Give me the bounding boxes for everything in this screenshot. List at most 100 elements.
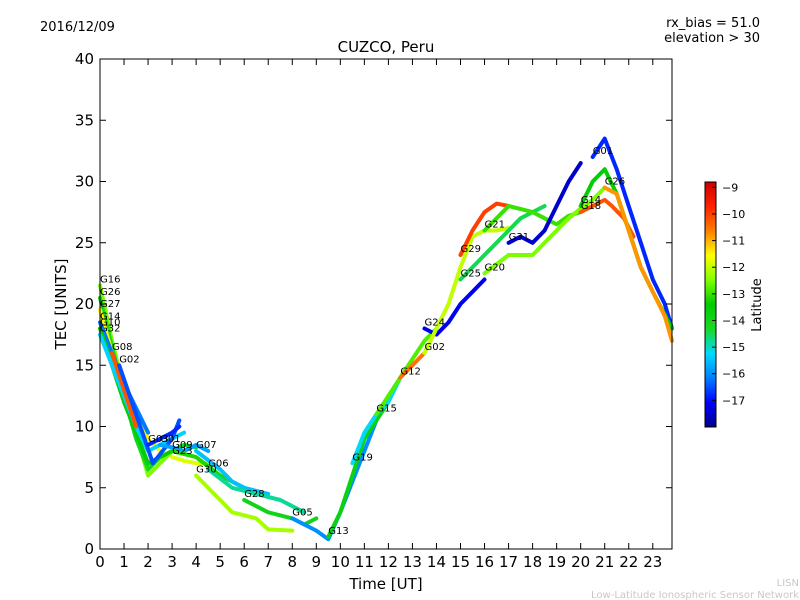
series-label-g24: G24 <box>425 318 445 329</box>
series-label-g09: G09 <box>172 440 192 451</box>
x-tick-label: 11 <box>355 553 374 571</box>
series-label-g31: G31 <box>509 232 529 243</box>
series-label-g13: G13 <box>328 526 348 537</box>
series-label-g10: G10 <box>100 318 120 329</box>
series-line-g01 <box>158 442 211 453</box>
series-label-g20: G20 <box>485 262 505 273</box>
series-label-g15: G15 <box>376 403 396 414</box>
colorbar-tick-label: −14 <box>722 314 745 327</box>
colorbar-tick-label: −12 <box>722 261 745 274</box>
series-line-g20 <box>482 185 607 276</box>
series-label-g02: G02 <box>425 342 445 353</box>
y-tick-label: 10 <box>75 418 94 436</box>
series-label-g28: G28 <box>244 489 264 500</box>
series-label-g14: G14 <box>581 195 601 206</box>
x-tick-label: 12 <box>379 553 398 571</box>
series-label-g01: G01 <box>160 434 180 445</box>
series-label-g06: G06 <box>208 458 228 469</box>
series-label-g12: G12 <box>400 367 420 378</box>
plot-frame <box>99 58 673 550</box>
series-line-g15 <box>374 326 439 417</box>
elevation-label: elevation > 30 <box>664 31 760 46</box>
colorbar-tick-label: −13 <box>722 288 745 301</box>
x-tick-label: 23 <box>643 553 662 571</box>
x-tick-label: 15 <box>451 553 470 571</box>
y-tick-label: 0 <box>84 540 94 558</box>
x-tick-label: 0 <box>95 553 105 571</box>
y-axis-label: TEC [UNITS] <box>52 259 70 351</box>
series-label-g30: G30 <box>196 465 216 476</box>
y-tick-label: 25 <box>75 234 94 252</box>
series-label-g08: G08 <box>112 342 132 353</box>
x-axis-label: Time [UT] <box>348 575 422 593</box>
y-axis: 0 5 10 15 20 25 30 35 40 <box>75 50 672 558</box>
series-line-g08 <box>110 351 139 429</box>
series-label-g05: G05 <box>292 507 312 518</box>
series-label-g19: G19 <box>352 452 372 463</box>
colorbar-tick-label: −16 <box>722 368 745 381</box>
colorbar-label: Latitude <box>750 278 765 332</box>
series-label-g18: G18 <box>581 201 601 212</box>
series-line-g03 <box>146 424 182 447</box>
series-line-g31 <box>506 161 583 245</box>
colorbar-tick-label: −11 <box>722 235 745 248</box>
x-tick-label: 6 <box>239 553 249 571</box>
x-tick-label: 4 <box>191 553 201 571</box>
series-label-g26: G26 <box>100 287 120 298</box>
series-label-g07: G07 <box>196 440 216 451</box>
x-tick-label: 21 <box>595 553 614 571</box>
series-label-g21: G21 <box>485 220 505 231</box>
x-tick-label: 14 <box>427 553 446 571</box>
colorbar-tick-label: −17 <box>722 394 745 407</box>
x-tick-label: 18 <box>523 553 542 571</box>
x-tick-label: 13 <box>403 553 422 571</box>
x-tick-label: 10 <box>331 553 350 571</box>
x-tick-label: 1 <box>119 553 129 571</box>
x-tick-label: 3 <box>167 553 177 571</box>
footer-network: Low-Latitude Ionospheric Sensor Network <box>591 590 799 600</box>
y-tick-label: 35 <box>75 111 94 129</box>
series-line-g06 <box>206 467 307 515</box>
y-tick-label: 15 <box>75 356 94 374</box>
colorbar <box>704 181 717 428</box>
series-line-g12 <box>398 351 427 380</box>
x-tick-label: 17 <box>499 553 518 571</box>
y-tick-label: 30 <box>75 173 94 191</box>
series-line-g07 <box>194 449 271 496</box>
series-label-g16: G16 <box>100 275 120 286</box>
x-axis: 0 1 2 3 4 5 6 7 8 9 10 11 12 13 14 15 16 17 18 19 20 21 22 23 <box>95 59 662 571</box>
series-label-g23: G23 <box>172 446 192 457</box>
x-tick-label: 19 <box>547 553 566 571</box>
series-label-g27: G27 <box>100 299 120 310</box>
series-line-g29 <box>458 201 511 257</box>
series-line-g30 <box>194 473 295 533</box>
x-tick-label: 16 <box>475 553 494 571</box>
x-tick-label: 8 <box>287 553 297 571</box>
y-tick-label: 40 <box>75 50 94 68</box>
series-label-g03: G03 <box>148 434 168 445</box>
y-tick-label: 5 <box>84 479 94 497</box>
series-line-g02 <box>422 226 511 355</box>
series-label-g14: G14 <box>100 311 120 322</box>
y-tick-label: 20 <box>75 295 94 313</box>
x-tick-label: 5 <box>215 553 225 571</box>
series-line-g26 <box>602 185 674 343</box>
date-label: 2016/12/09 <box>40 20 115 35</box>
colorbar-tick-label: −9 <box>722 181 738 194</box>
series-label-g01: G01 <box>593 146 613 157</box>
colorbar-tick-label: −15 <box>722 341 745 354</box>
x-tick-label: 20 <box>571 553 590 571</box>
x-tick-label: 22 <box>619 553 638 571</box>
x-tick-label: 9 <box>312 553 322 571</box>
x-tick-label: 2 <box>143 553 153 571</box>
series-layer <box>98 136 674 542</box>
series-label-g26: G26 <box>605 177 625 188</box>
rx-bias-label: rx_bias = 51.0 <box>666 16 760 31</box>
series-label-g29: G29 <box>461 244 481 255</box>
series-label-g02: G02 <box>119 354 139 365</box>
series-label-g32: G32 <box>100 324 120 335</box>
series-line-g13 <box>326 400 391 539</box>
colorbar-tick-label: −10 <box>722 208 745 221</box>
